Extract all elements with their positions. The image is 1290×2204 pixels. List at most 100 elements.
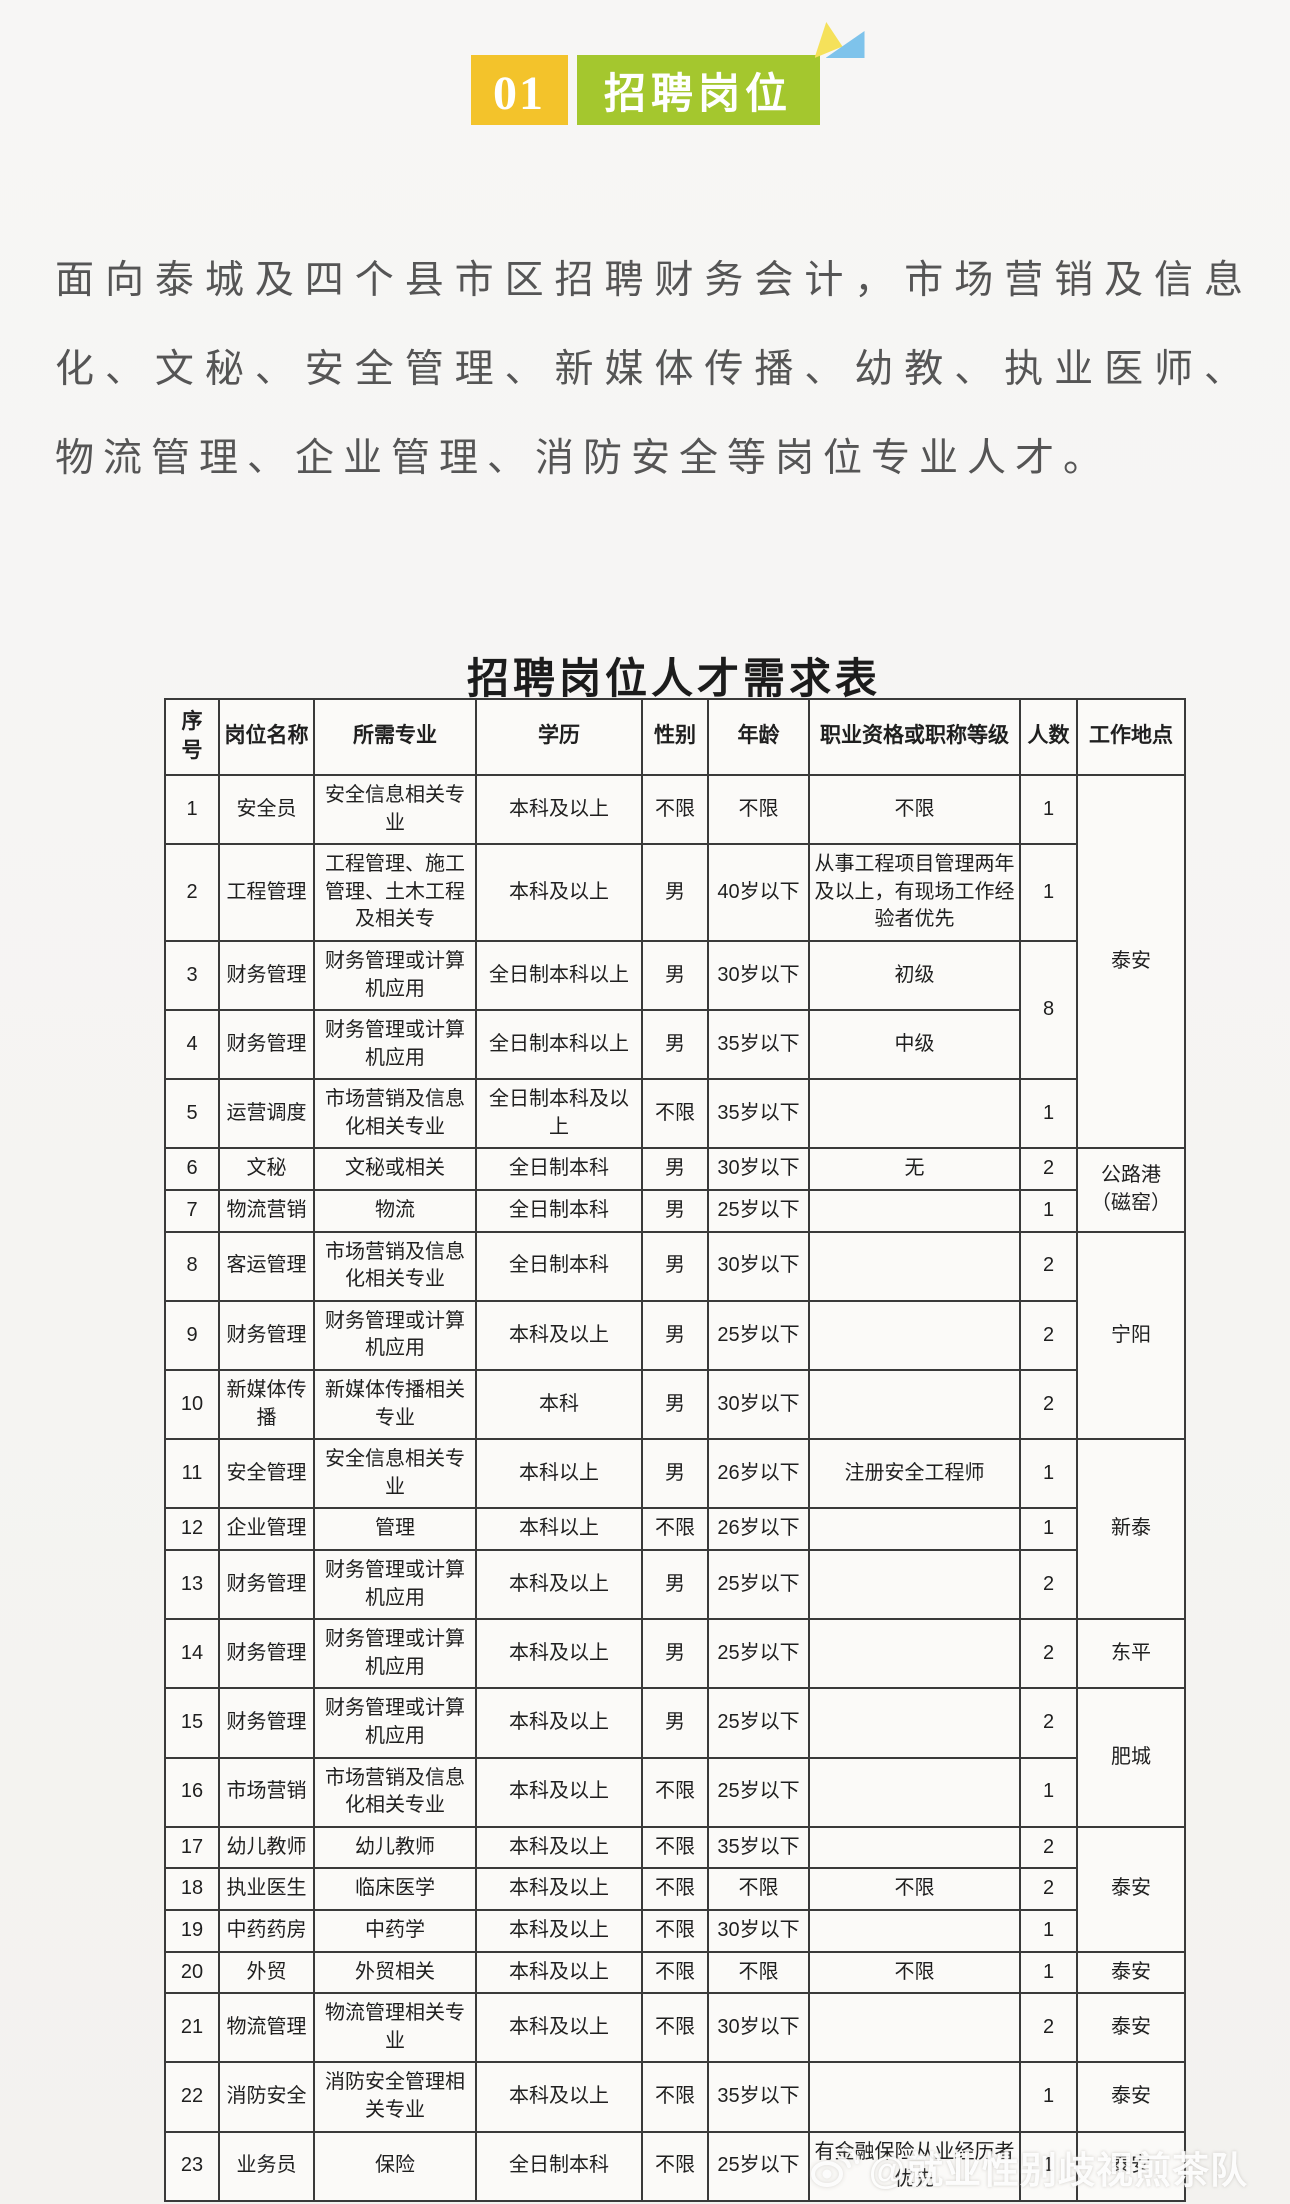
table-cell: 财务管理或计算机应用 (313, 1299, 477, 1372)
table-cell: 不限 (641, 1507, 709, 1551)
table-cell: 男 (641, 1548, 709, 1621)
table-cell: 16 (164, 1756, 220, 1828)
table-cell: 30岁以下 (707, 1908, 810, 1953)
requirements-table: 序 号岗位名称 所需专业 学历 性别 年龄 职业资格或职称等级 人数 工作地点 1 安全员 安全信… (164, 698, 1186, 2202)
table-cell: 男 (641, 843, 709, 942)
table-cell: 2 (1019, 1687, 1078, 1759)
table-cell: 2 (1019, 1825, 1078, 1870)
table-cell: 从事工程项目管理两年及以上，有现场工作经验者优先 (808, 843, 1021, 942)
table-cell: 外贸 (218, 1950, 315, 1995)
table-cell: 泰安 (1076, 1950, 1186, 1995)
table-cell: 1 (1019, 1078, 1078, 1150)
table-cell: 25岁以下 (707, 1618, 810, 1690)
intro-line-1: 面向泰城及四个县市区招聘财务会计，市场营销及信息 (55, 259, 1243, 302)
table-cell: 财务管理 (218, 1009, 315, 1081)
table-cell: 运营调度 (218, 1078, 315, 1150)
table-cell: 泰安 (1076, 2061, 1186, 2133)
table-cell (808, 1992, 1021, 2064)
table-cell (808, 1369, 1021, 1441)
table-cell: 东平 (1076, 1618, 1186, 1690)
table-cell: 不限 (808, 1867, 1021, 1911)
table-cell: 1 (1019, 1189, 1078, 1233)
intro-paragraph: 面向泰城及四个县市区招聘财务会计，市场营销及信息 化、文秘、安全管理、新媒体传播… (55, 252, 1243, 519)
table-cell: 男 (641, 1299, 709, 1372)
table-cell: 不限 (641, 773, 709, 846)
table-cell: 财务管理或计算机应用 (313, 1009, 477, 1081)
table-cell (808, 1548, 1021, 1621)
table-row: 14 财务管理 财务管理或计算机应用 本科及以上男 25岁以下 2 东平 (164, 1618, 1186, 1690)
table-cell: 25岁以下 (707, 1548, 810, 1621)
table-title: 招聘岗位人才需求表 (466, 657, 881, 703)
table-cell: 泰安 (1076, 1992, 1186, 2064)
table-cell: 物流营销 (218, 1189, 315, 1233)
column-header: 岗位名称 (218, 698, 315, 776)
table-row: 22 消防安全 消防安全管理相关专业 本科及以上 不限 35岁以下 1 泰安 (164, 2061, 1186, 2133)
table-cell (808, 1756, 1021, 1828)
table-cell: 宁阳 (1076, 1230, 1186, 1441)
table-row: 13 财务管理 财务管理或计算机应用 本科及以上男 25岁以下 2 (164, 1548, 1185, 1621)
table-cell: 工程管理 (218, 843, 315, 942)
table-cell: 23 (164, 2130, 220, 2202)
table-cell: 外贸相关 (313, 1950, 477, 1995)
badge-number: 01 (493, 66, 545, 120)
table-row: 6 文秘 文秘或相关 全日制本科男 30岁以下无 2 公路港 （磁窑） (164, 1147, 1186, 1233)
table-cell: 消防安全管理相关专业 (313, 2061, 477, 2133)
table-cell: 物流 (313, 1189, 477, 1233)
table-cell: 7 (164, 1189, 220, 1233)
table-container: 序 号岗位名称 所需专业 学历 性别 年龄 职业资格或职称等级 人数 工作地点 1 安全员 安全信… (164, 698, 1186, 2202)
intro-line-2: 化、文秘、安全管理、新媒体传播、幼教、执业医师、 (55, 348, 1243, 391)
triangle-yellow-icon (814, 22, 843, 58)
table-cell: 男 (641, 1009, 709, 1081)
table-cell: 35岁以下 (707, 1009, 810, 1081)
table-cell: 全日制本科 (475, 2130, 643, 2202)
table-cell: 公路港 （磁窑） (1076, 1147, 1186, 1233)
triangle-blue-icon (825, 31, 865, 58)
table-cell: 2 (164, 843, 220, 942)
table-cell: 本科及以上 (475, 843, 643, 942)
section-badge: 01 招聘岗位 (0, 22, 1290, 125)
table-cell: 男 (641, 1147, 709, 1192)
table-cell: 本科及以上 (475, 1867, 643, 1911)
table-cell: 本科及以上 (475, 1618, 643, 1690)
table-cell: 初级 (808, 939, 1021, 1012)
table-cell: 市场营销及信息化相关专业 (313, 1230, 477, 1302)
table-cell: 2 (1019, 1548, 1078, 1621)
table-cell: 2 (1019, 1230, 1078, 1302)
table-cell: 21 (164, 1992, 220, 2064)
table-cell: 本科及以上 (475, 2061, 643, 2133)
table-cell: 消防安全 (218, 2061, 315, 2133)
table-cell: 全日制本科及以上 (475, 1078, 643, 1150)
table-row: 12 企业管理 管理 本科以上 不限 26岁以下 1 (164, 1507, 1185, 1551)
table-cell: 不限 (641, 1992, 709, 2064)
table-cell: 全日制本科 (475, 1230, 643, 1302)
table-cell: 30岁以下 (707, 1369, 810, 1441)
table-cell: 安全信息相关专业 (313, 1438, 477, 1510)
table-cell: 工程管理、施工管理、土木工程及相关专 (313, 843, 477, 942)
table-cell: 2 (1019, 1992, 1078, 2064)
table-row: 10 新媒体传播 新媒体传播相关专业 本科男 30岁以下 2 (164, 1369, 1185, 1441)
table-cell: 3 (164, 939, 220, 1012)
table-cell (808, 1825, 1021, 1870)
table-cell: 不限 (641, 1756, 709, 1828)
table-cell: 本科及以上 (475, 1825, 643, 1870)
column-header: 性别 (641, 698, 709, 776)
table-cell: 本科及以上 (475, 1950, 643, 1995)
table-cell: 业务员 (218, 2130, 315, 2202)
table-cell (808, 1507, 1021, 1551)
table-cell: 财务管理或计算机应用 (313, 1548, 477, 1621)
table-row: 11 安全管理 安全信息相关专业 本科以上男 26岁以下 注册安全工程师 1 新泰 (164, 1438, 1186, 1621)
table-cell: 40岁以下 (707, 843, 810, 942)
table-cell: 17 (164, 1825, 220, 1870)
table-cell: 35岁以下 (707, 1078, 810, 1150)
table-cell: 11 (164, 1438, 220, 1510)
table-cell: 1 (1019, 1908, 1078, 1953)
watermark-text: @就业性别歧视煎茶队 (868, 2150, 1248, 2191)
table-cell: 新媒体传播 (218, 1369, 315, 1441)
table-row: 16 市场营销 市场营销及信息化相关专业 本科及以上 不限 25岁以下 1 (164, 1756, 1185, 1828)
column-header: 人数 (1019, 698, 1078, 776)
table-cell: 财务管理 (218, 939, 315, 1012)
column-header: 年龄 (707, 698, 810, 776)
table-cell: 不限 (641, 2061, 709, 2133)
table-cell: 1 (1019, 2130, 1078, 2202)
table-cell: 不限 (641, 2130, 709, 2202)
